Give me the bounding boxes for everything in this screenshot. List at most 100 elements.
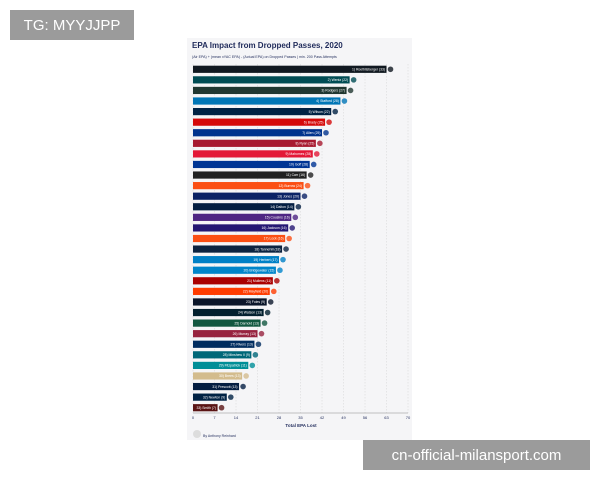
bar <box>193 330 258 338</box>
bar-label: 16) Jackson (16) <box>261 226 286 230</box>
team-logo <box>387 66 394 73</box>
bar <box>193 171 307 179</box>
team-logo <box>323 129 329 136</box>
x-tick-label: 28 <box>277 415 282 420</box>
team-logo <box>240 383 246 390</box>
bar-label: 33) Smith (7) <box>196 406 216 410</box>
bar <box>193 319 261 327</box>
x-tick-label: 56 <box>363 415 368 420</box>
team-logo <box>270 288 277 295</box>
bar <box>193 160 310 169</box>
team-logo <box>317 140 323 147</box>
team-logo <box>332 108 339 115</box>
bar-label: 8) Ryan (25) <box>295 142 314 146</box>
team-logo <box>264 309 271 316</box>
x-tick-label: 21 <box>255 415 260 420</box>
bar <box>193 351 252 359</box>
bar-label: 22) Mayfield (20) <box>243 290 268 294</box>
team-logo <box>292 214 299 221</box>
team-logo <box>326 119 332 125</box>
chart-title: EPA Impact from Dropped Passes, 2020 <box>192 41 343 50</box>
bar <box>193 139 316 147</box>
bar <box>193 86 347 95</box>
bar <box>193 97 341 105</box>
bar-label: 13) Jones (20) <box>277 194 299 198</box>
bar-label: 32) Newton (9) <box>203 395 225 399</box>
bar <box>193 266 276 274</box>
bar <box>193 213 292 221</box>
chart-subtitle: (Air EPA) + (mean xYAC EPA) - (Actual EP… <box>192 55 337 59</box>
bar-label: 17) Lock (16) <box>264 237 284 241</box>
x-tick-label: 14 <box>234 415 239 420</box>
bar-label: 28) Minshew II (9) <box>223 353 250 357</box>
bar-label: 4) Stafford (28) <box>316 99 339 103</box>
bar <box>193 129 322 137</box>
watermark: cn-official-milansport.com <box>363 440 590 470</box>
credit: By Anthony Reinhard <box>203 434 236 438</box>
bar <box>193 256 279 264</box>
bar-label: 31) Prescott (13) <box>212 385 237 389</box>
avatar <box>193 430 201 438</box>
team-logo <box>289 225 296 231</box>
team-logo <box>255 341 262 348</box>
bar-label: 6) Brady (25) <box>304 120 324 124</box>
bar <box>193 150 313 158</box>
team-logo <box>307 172 314 178</box>
bar-label: 11) Carr (16) <box>286 173 305 177</box>
bar-label: 27) Rivers (13) <box>231 342 253 346</box>
bar-label: 14) Dalton (14) <box>270 205 293 209</box>
bar-label: 30) Brees (13) <box>219 374 241 378</box>
team-logo <box>261 320 268 326</box>
bar-label: 20) Bridgewater (15) <box>244 268 275 272</box>
bar-label: 2) Wentz (22) <box>328 78 348 82</box>
bar-label: 21) Mullens (11) <box>247 279 271 283</box>
bar-label: 18) Tannehill (18) <box>254 247 280 251</box>
bar-label: 12) Burrow (24) <box>279 184 303 188</box>
bar-label: 24) Watson (13) <box>238 311 262 315</box>
team-logo <box>350 77 357 83</box>
bar-label: 9) Mahomes (28) <box>285 152 311 156</box>
team-logo <box>301 193 308 199</box>
bar <box>193 372 243 380</box>
team-logo <box>313 151 320 157</box>
bar <box>193 76 350 84</box>
x-tick-label: 70 <box>406 415 411 420</box>
team-logo <box>227 394 234 400</box>
team-logo <box>274 278 280 284</box>
team-logo <box>267 299 274 305</box>
team-logo <box>347 87 354 94</box>
bar <box>193 245 283 253</box>
bar <box>193 287 270 295</box>
bar-label: 7) Allen (25) <box>302 131 320 135</box>
team-logo <box>341 98 348 104</box>
team-logo <box>283 246 289 252</box>
team-logo <box>280 256 286 263</box>
bar-label: 23) Foles (9) <box>246 300 265 304</box>
bar-label: 26) Murray (13) <box>233 332 256 336</box>
bar <box>193 118 326 126</box>
bar <box>193 192 301 200</box>
bar-label: 29) Fitzpatrick (11) <box>219 364 247 368</box>
watermark: TG: MYYJJPP <box>10 10 134 40</box>
bar <box>193 203 295 211</box>
bar-label: 5) Wilson (22) <box>309 110 330 114</box>
bar-label: 1) Roethlisberger (33) <box>352 67 385 71</box>
x-tick-label: 7 <box>213 415 216 420</box>
team-logo <box>310 161 317 168</box>
bar <box>193 107 332 116</box>
team-logo <box>243 373 249 379</box>
bar-label: 3) Rodgers (27) <box>321 89 345 93</box>
team-logo <box>277 267 283 274</box>
bar <box>193 182 304 190</box>
x-tick-label: 42 <box>320 415 325 420</box>
bar <box>193 340 255 348</box>
bar <box>193 404 218 412</box>
bar-label: 10) Goff (28) <box>289 163 308 167</box>
bar-label: 25) Darnold (13) <box>234 321 259 325</box>
bar-label: 19) Herbert (17) <box>253 258 277 262</box>
bar-label: 15) Cousins (16) <box>265 216 290 220</box>
team-logo <box>252 352 259 358</box>
bar <box>193 65 387 73</box>
bar <box>193 277 273 285</box>
